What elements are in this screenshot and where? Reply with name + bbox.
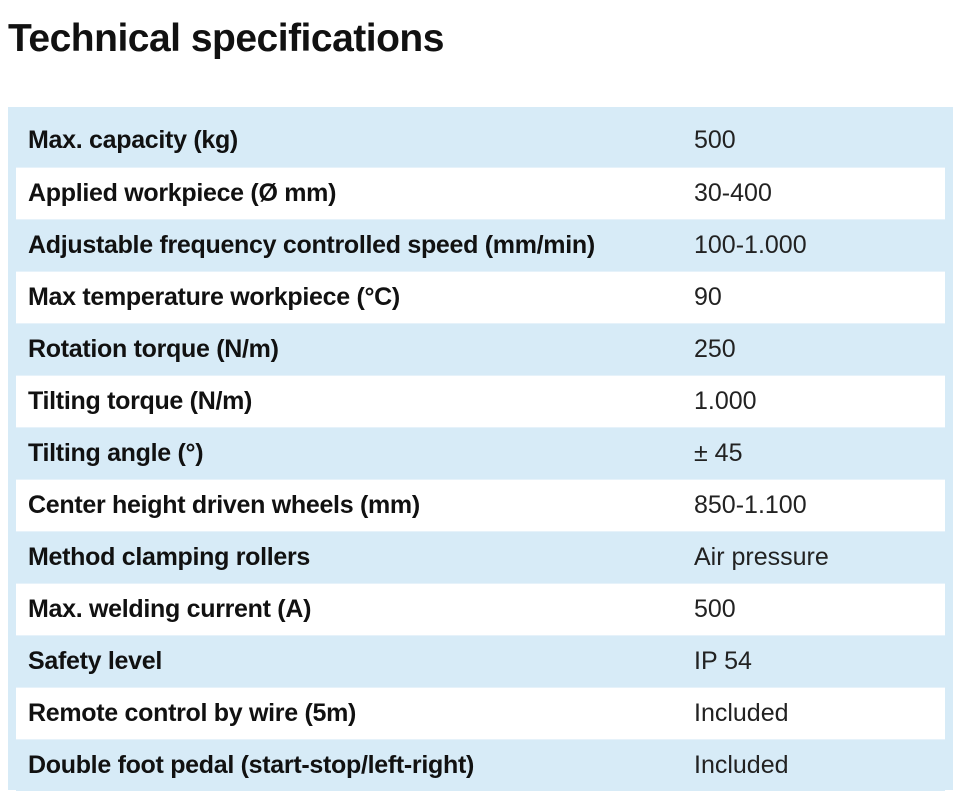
spec-value: 850-1.100 — [683, 479, 945, 532]
spec-label: Tilting angle (°) — [16, 427, 683, 480]
spec-value: 30-400 — [683, 167, 945, 220]
spec-label: Remote control by wire (5m) — [16, 687, 683, 740]
spec-label: Max temperature workpiece (°C) — [16, 271, 683, 324]
spec-table: Max. capacity (kg) 500 Applied workpiece… — [16, 115, 945, 791]
spec-label: Center height driven wheels (mm) — [16, 479, 683, 532]
spec-value: Air pressure — [683, 531, 945, 584]
table-row: Center height driven wheels (mm) 850-1.1… — [16, 479, 945, 532]
spec-label: Safety level — [16, 635, 683, 688]
spec-label: Adjustable frequency controlled speed (m… — [16, 219, 683, 272]
spec-value: ± 45 — [683, 427, 945, 480]
spec-value: 1.000 — [683, 375, 945, 428]
spec-table-frame: Max. capacity (kg) 500 Applied workpiece… — [8, 107, 953, 791]
spec-label: Tilting torque (N/m) — [16, 375, 683, 428]
spec-value: 100-1.000 — [683, 219, 945, 272]
table-row: Safety level IP 54 — [16, 635, 945, 688]
table-row: Tilting torque (N/m) 1.000 — [16, 375, 945, 428]
spec-value: Included — [683, 739, 945, 791]
table-row: Tilting angle (°) ± 45 — [16, 427, 945, 480]
table-row: Remote control by wire (5m) Included — [16, 687, 945, 740]
spec-label: Rotation torque (N/m) — [16, 323, 683, 376]
spec-value: 500 — [683, 115, 945, 168]
spec-label: Applied workpiece (Ø mm) — [16, 167, 683, 220]
spec-value: 250 — [683, 323, 945, 376]
spec-value: IP 54 — [683, 635, 945, 688]
table-row: Method clamping rollers Air pressure — [16, 531, 945, 584]
spec-value: Included — [683, 687, 945, 740]
table-row: Rotation torque (N/m) 250 — [16, 323, 945, 376]
spec-value: 90 — [683, 271, 945, 324]
table-row: Double foot pedal (start-stop/left-right… — [16, 739, 945, 791]
spec-label: Max. capacity (kg) — [16, 115, 683, 168]
spec-label: Max. welding current (A) — [16, 583, 683, 636]
table-row: Adjustable frequency controlled speed (m… — [16, 219, 945, 272]
table-row: Max. capacity (kg) 500 — [16, 115, 945, 168]
spec-label: Double foot pedal (start-stop/left-right… — [16, 739, 683, 791]
table-row: Max temperature workpiece (°C) 90 — [16, 271, 945, 324]
table-row: Applied workpiece (Ø mm) 30-400 — [16, 167, 945, 220]
table-row: Max. welding current (A) 500 — [16, 583, 945, 636]
spec-label: Method clamping rollers — [16, 531, 683, 584]
spec-value: 500 — [683, 583, 945, 636]
page-title: Technical specifications — [8, 17, 444, 60]
